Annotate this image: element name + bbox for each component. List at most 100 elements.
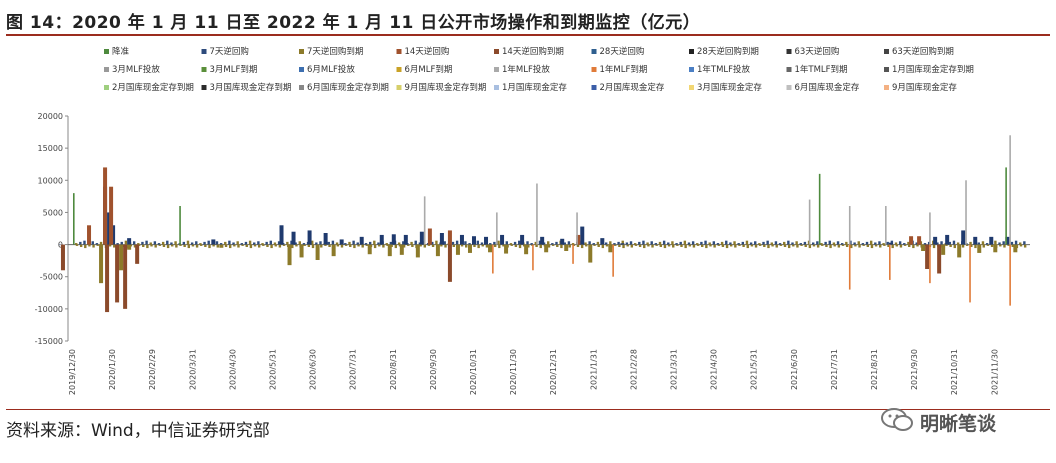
baseline-bar bbox=[468, 243, 471, 245]
baseline-bar bbox=[894, 242, 898, 245]
baseline-bar bbox=[435, 240, 438, 245]
bar bbox=[1005, 236, 1010, 245]
bar bbox=[331, 244, 336, 257]
bar bbox=[119, 244, 124, 271]
x-tick-label: 2021/5/31 bbox=[750, 349, 759, 390]
baseline-bar bbox=[580, 244, 584, 249]
legend-marker bbox=[884, 85, 889, 90]
baseline-bar bbox=[476, 240, 480, 245]
bar bbox=[471, 236, 476, 245]
baseline-bar bbox=[879, 244, 882, 248]
baseline-bar bbox=[679, 241, 682, 245]
bar bbox=[439, 233, 444, 245]
x-tick-label: 2020/3/31 bbox=[188, 349, 197, 390]
baseline-bar bbox=[949, 244, 952, 248]
baseline-bar bbox=[327, 241, 330, 245]
bar bbox=[399, 244, 404, 255]
x-tick-label: 2021/4/30 bbox=[710, 349, 719, 390]
baseline-bar bbox=[199, 243, 202, 245]
baseline-bar bbox=[617, 241, 620, 245]
baseline-bar bbox=[642, 240, 645, 245]
baseline-bar bbox=[638, 241, 641, 245]
baseline-bar bbox=[778, 243, 782, 245]
baseline-bar bbox=[348, 241, 351, 245]
baseline-bar bbox=[663, 244, 667, 249]
baseline-bar bbox=[654, 243, 658, 245]
baseline-bar bbox=[291, 244, 294, 249]
baseline-bar bbox=[592, 243, 595, 245]
bar bbox=[339, 239, 344, 245]
baseline-bar bbox=[509, 243, 513, 245]
baseline-bar bbox=[340, 244, 344, 248]
baseline-bar bbox=[262, 244, 265, 246]
baseline-bar bbox=[1023, 241, 1026, 245]
legend-label: 9月国库现金定存 bbox=[892, 82, 957, 93]
baseline-bar bbox=[465, 244, 468, 248]
baseline-bar bbox=[742, 244, 745, 248]
baseline-bar bbox=[999, 244, 1002, 247]
bar bbox=[580, 226, 585, 245]
legend-marker bbox=[591, 67, 597, 72]
baseline-bar bbox=[514, 244, 518, 248]
baseline-bar bbox=[729, 244, 733, 247]
baseline-bar bbox=[344, 244, 348, 246]
baseline-bar bbox=[294, 242, 297, 245]
legend-label: 6月国库现金定存 bbox=[795, 82, 860, 93]
baseline-bar bbox=[655, 244, 658, 246]
bar bbox=[500, 234, 505, 245]
bar bbox=[127, 238, 132, 245]
x-tick-label: 2020/5/31 bbox=[269, 349, 278, 390]
baseline-bar bbox=[273, 242, 277, 245]
baseline-bar bbox=[200, 244, 203, 246]
baseline-bar bbox=[571, 243, 575, 245]
x-tick-label: 2021/7/31 bbox=[830, 349, 839, 390]
baseline-bar bbox=[352, 240, 355, 245]
baseline-bar bbox=[410, 241, 413, 245]
baseline-bar bbox=[207, 240, 210, 245]
bar bbox=[937, 244, 942, 274]
baseline-bar bbox=[170, 242, 173, 245]
legend-marker bbox=[689, 67, 694, 72]
baseline-bar bbox=[485, 244, 489, 248]
bar bbox=[58, 244, 63, 246]
legend-marker bbox=[884, 49, 889, 54]
baseline-bar bbox=[527, 244, 530, 248]
baseline-bar bbox=[215, 241, 219, 245]
baseline-bar bbox=[257, 244, 261, 248]
baseline-bar bbox=[676, 244, 679, 246]
baseline-bar bbox=[890, 240, 894, 245]
baseline-bar bbox=[953, 244, 956, 249]
baseline-bar bbox=[551, 243, 554, 245]
baseline-bar bbox=[687, 242, 691, 245]
baseline-bar bbox=[767, 244, 770, 249]
baseline-bar bbox=[518, 244, 522, 249]
legend-marker bbox=[104, 67, 109, 72]
baseline-bar bbox=[845, 241, 848, 245]
baseline-bar bbox=[956, 242, 960, 245]
baseline-bar bbox=[684, 244, 687, 249]
wechat-icon bbox=[881, 408, 913, 431]
baseline-bar bbox=[688, 244, 691, 247]
bar bbox=[415, 244, 420, 258]
baseline-bar bbox=[452, 244, 455, 248]
bar bbox=[600, 238, 605, 245]
baseline-bar bbox=[916, 244, 919, 247]
baseline-bar bbox=[547, 244, 551, 248]
bar bbox=[1009, 135, 1011, 245]
baseline-bar bbox=[518, 240, 521, 245]
baseline-bar bbox=[729, 242, 732, 245]
bar bbox=[291, 231, 296, 245]
bar bbox=[540, 236, 545, 245]
baseline-bar bbox=[460, 244, 464, 247]
baseline-bar bbox=[498, 244, 501, 249]
baseline-bar bbox=[795, 241, 798, 245]
baseline-bar bbox=[253, 242, 256, 245]
legend-marker bbox=[494, 67, 499, 72]
baseline-bar bbox=[120, 241, 123, 245]
baseline-bar bbox=[270, 244, 273, 249]
baseline-bar bbox=[75, 244, 79, 246]
baseline-bar bbox=[593, 244, 596, 246]
bar bbox=[496, 212, 498, 245]
baseline-bar bbox=[854, 244, 857, 247]
bar bbox=[447, 230, 452, 245]
